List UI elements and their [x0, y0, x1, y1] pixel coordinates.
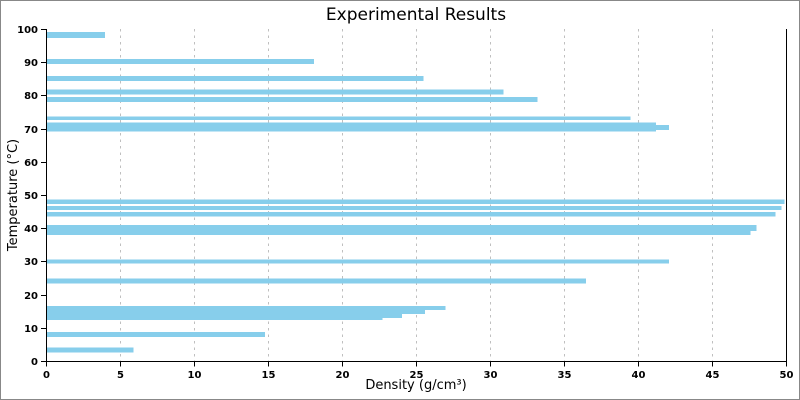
bar	[46, 309, 425, 314]
ticks: 0 5 10 15 20 25 30 35 40 45 50 0 10 20 30 40 50 60 70 80 90 1…	[17, 25, 793, 381]
y-tick-label: 70	[24, 125, 38, 136]
y-tick-label: 60	[24, 158, 38, 169]
bars	[46, 32, 785, 353]
bar	[46, 331, 265, 337]
bar	[46, 116, 631, 121]
x-tick-label: 45	[706, 370, 720, 381]
y-tick-label: 0	[31, 357, 38, 368]
y-tick-label: 40	[24, 224, 38, 235]
bar	[46, 224, 757, 231]
bar	[46, 199, 785, 204]
x-tick-label: 20	[336, 370, 350, 381]
x-tick-label: 5	[117, 370, 124, 381]
bar	[46, 313, 402, 318]
bar	[46, 306, 446, 310]
bar	[46, 211, 776, 217]
y-tick-label: 20	[24, 291, 38, 302]
bar	[46, 347, 134, 353]
bar	[46, 96, 538, 102]
bar	[46, 89, 504, 95]
bar	[46, 230, 751, 235]
x-tick-label: 10	[188, 370, 202, 381]
x-tick-label: 25	[410, 370, 424, 381]
bar	[46, 259, 670, 264]
x-tick-label: 0	[43, 370, 50, 381]
y-axis-label: Temperature (°C)	[6, 139, 21, 252]
bar	[46, 124, 670, 130]
y-tick-label: 100	[17, 25, 38, 36]
x-axis-label: Density (g/cm³)	[365, 378, 466, 393]
bar	[46, 32, 106, 38]
x-tick-label: 30	[484, 370, 498, 381]
y-tick-label: 10	[24, 324, 38, 335]
y-tick-label: 90	[24, 58, 38, 69]
x-tick-label: 50	[780, 370, 794, 381]
x-tick-label: 15	[262, 370, 276, 381]
y-tick-label: 30	[24, 257, 38, 268]
chart-title: Experimental Results	[326, 5, 506, 25]
bar	[46, 317, 383, 320]
bar	[46, 206, 782, 210]
bar	[46, 278, 587, 284]
y-tick-label: 80	[24, 91, 38, 102]
x-tick-label: 40	[632, 370, 646, 381]
y-tick-label: 50	[24, 191, 38, 202]
bar	[46, 75, 424, 82]
x-tick-label: 35	[558, 370, 572, 381]
bar	[46, 59, 314, 64]
